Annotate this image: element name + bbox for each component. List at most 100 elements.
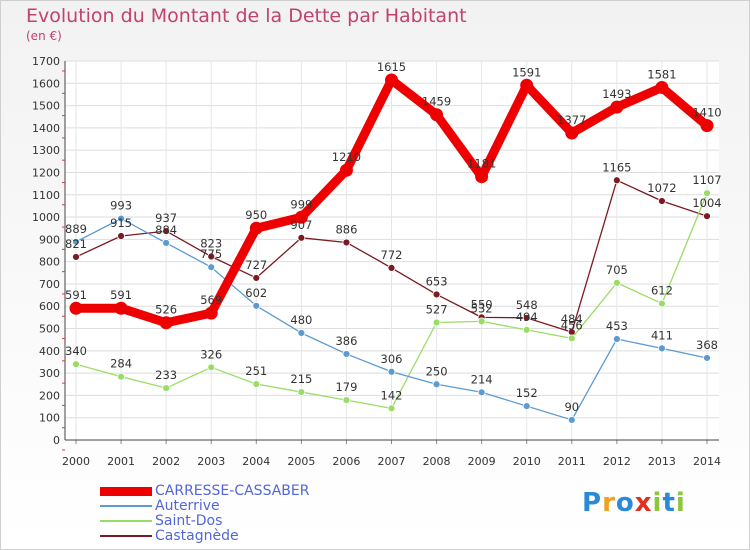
data-label: 1210 <box>332 150 361 164</box>
data-point <box>72 360 80 369</box>
y-tick-label: 1500 <box>32 100 60 113</box>
y-tick-label: 100 <box>39 412 60 425</box>
data-point <box>387 263 396 272</box>
logo-letter: t <box>662 488 676 518</box>
data-label: 1165 <box>602 160 631 174</box>
data-point <box>655 81 669 95</box>
data-point <box>703 212 711 221</box>
data-label: 591 <box>110 288 132 302</box>
data-label: 1107 <box>692 173 721 187</box>
data-label: 821 <box>65 237 87 251</box>
data-point <box>162 384 171 392</box>
data-label: 526 <box>155 303 177 317</box>
data-point <box>159 316 173 330</box>
data-point <box>477 317 486 326</box>
y-tick-label: 900 <box>39 233 60 246</box>
data-label: 823 <box>200 237 222 251</box>
x-tick-label: 2003 <box>197 455 225 468</box>
data-point <box>114 301 128 315</box>
y-tick-label: 1700 <box>32 55 60 68</box>
data-point <box>342 238 351 247</box>
x-tick-label: 2000 <box>62 455 90 468</box>
data-point <box>207 263 216 272</box>
y-tick-label: 1600 <box>32 77 60 90</box>
data-point <box>565 126 579 140</box>
y-tick-label: 1000 <box>32 211 60 224</box>
data-point <box>207 252 216 261</box>
data-label: 727 <box>245 258 267 272</box>
data-point <box>117 214 125 223</box>
data-point <box>430 108 444 122</box>
x-tick-label: 2010 <box>513 455 541 468</box>
data-point <box>385 73 398 87</box>
data-label: 1410 <box>692 106 721 120</box>
x-tick-label: 2008 <box>423 455 451 468</box>
y-tick-label: 400 <box>39 345 60 358</box>
logo-letter: x <box>634 488 653 518</box>
data-label: 884 <box>155 223 177 237</box>
data-label: 532 <box>471 301 493 315</box>
data-label: 775 <box>200 247 222 261</box>
data-label: 550 <box>471 297 493 311</box>
data-point <box>297 233 306 242</box>
chart-subtitle: (en €) <box>26 29 62 43</box>
data-label: 1459 <box>422 95 451 109</box>
data-point <box>387 367 396 376</box>
data-label: 340 <box>65 344 87 358</box>
data-point <box>703 189 711 198</box>
data-label: 1004 <box>692 196 721 210</box>
data-label: 602 <box>245 286 267 300</box>
y-tick-label: 1200 <box>32 166 60 179</box>
x-tick-label: 2004 <box>242 455 270 468</box>
data-point <box>658 344 666 353</box>
data-point <box>207 363 216 372</box>
data-label: 937 <box>155 211 177 225</box>
data-label: 214 <box>471 372 493 386</box>
data-point <box>432 380 441 389</box>
data-point <box>297 388 306 396</box>
data-label: 251 <box>245 364 267 378</box>
data-point <box>612 278 621 287</box>
data-label: 1493 <box>602 87 631 101</box>
data-point <box>339 163 353 177</box>
data-point <box>72 253 80 261</box>
data-label: 527 <box>426 303 448 317</box>
data-point <box>204 306 218 320</box>
data-label: 142 <box>381 388 403 402</box>
data-point <box>522 325 531 334</box>
data-point <box>567 334 576 343</box>
data-label: 494 <box>516 310 538 324</box>
data-point <box>610 100 624 114</box>
logo-letter: o <box>615 488 635 518</box>
legend-item: Castagnède <box>100 528 360 544</box>
data-point <box>117 372 125 381</box>
data-point <box>252 380 261 388</box>
proxiti-logo: Proxiti <box>582 488 686 518</box>
legend-swatch <box>100 486 152 496</box>
y-tick-label: 200 <box>39 389 60 402</box>
data-point <box>700 119 714 133</box>
data-label: 889 <box>65 222 87 236</box>
data-label: 284 <box>110 357 132 371</box>
x-tick-label: 2013 <box>648 455 676 468</box>
data-label: 886 <box>335 222 357 236</box>
y-tick-label: 700 <box>39 278 60 291</box>
data-label: 411 <box>651 328 673 342</box>
x-tick-label: 2002 <box>152 455 180 468</box>
data-label: 1072 <box>647 181 676 195</box>
data-label: 1377 <box>557 113 586 127</box>
logo-letter: i <box>652 488 663 518</box>
logo-letter: P <box>582 488 603 518</box>
y-tick-label: 0 <box>53 434 60 447</box>
x-tick-label: 2014 <box>693 455 721 468</box>
data-label: 993 <box>110 199 132 213</box>
y-tick-label: 1100 <box>32 189 60 202</box>
legend-label: CARRESSE-CASSABER <box>155 483 310 499</box>
data-point <box>703 354 711 362</box>
data-label: 907 <box>290 218 312 232</box>
x-tick-label: 2005 <box>287 455 315 468</box>
x-tick-label: 2009 <box>468 455 496 468</box>
data-label: 548 <box>516 298 538 312</box>
legend-swatch <box>100 505 152 507</box>
